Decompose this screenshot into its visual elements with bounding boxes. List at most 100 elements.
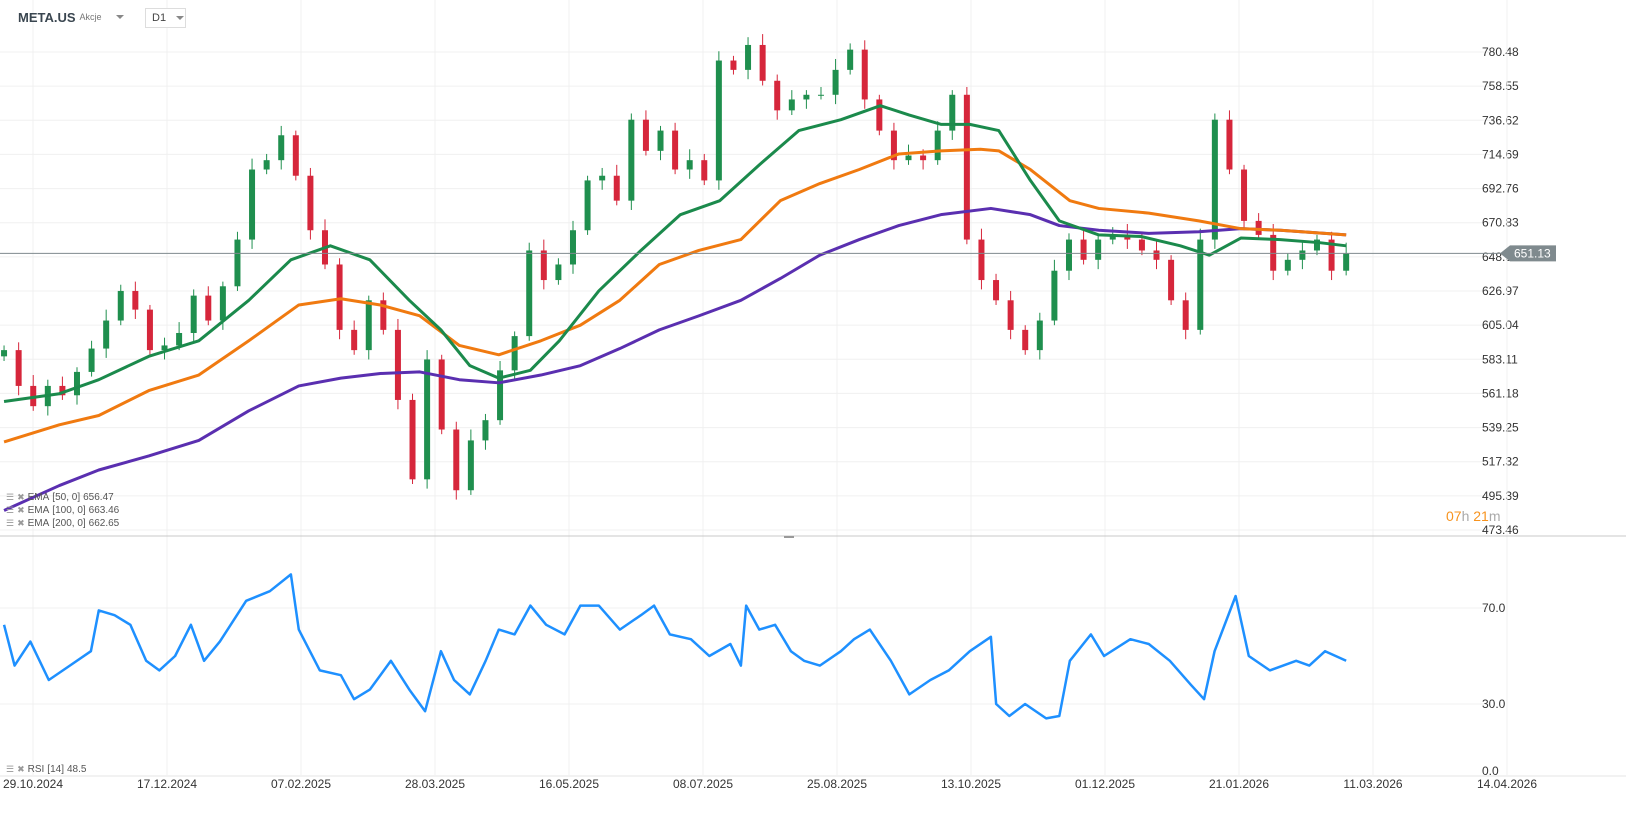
candle-up xyxy=(628,119,635,201)
candle-down xyxy=(1182,300,1189,330)
candle-up xyxy=(745,44,752,70)
candle-up xyxy=(584,180,591,231)
candle-up xyxy=(832,69,839,95)
price-tick-label: 780.48 xyxy=(1482,45,1519,59)
candle-down xyxy=(890,130,897,161)
close-icon[interactable]: ✖ xyxy=(17,518,25,528)
candle-down xyxy=(1153,250,1160,260)
candle-up xyxy=(847,49,854,70)
candle-up xyxy=(788,99,795,111)
close-icon[interactable]: ✖ xyxy=(17,492,25,502)
date-tick-label: 16.05.2025 xyxy=(539,777,599,791)
candle-up xyxy=(1109,234,1116,240)
candle-down xyxy=(613,175,620,201)
candle-down xyxy=(15,350,22,386)
date-tick-label: 25.08.2025 xyxy=(807,777,867,791)
settings-icon[interactable]: ☰ xyxy=(6,505,15,515)
candle-up xyxy=(599,175,606,181)
date-tick-label: 28.03.2025 xyxy=(405,777,465,791)
price-tick-label: 670.83 xyxy=(1482,216,1519,230)
legend-label: EMA xyxy=(27,505,50,516)
candle-down xyxy=(1138,239,1145,251)
candle-down xyxy=(920,155,927,161)
chevron-down-icon xyxy=(115,15,124,19)
date-tick-label: 14.04.2026 xyxy=(1477,777,1537,791)
candle-down xyxy=(1080,239,1087,260)
date-tick-label: 11.03.2026 xyxy=(1343,777,1402,791)
candle-up xyxy=(467,440,474,491)
candle-up xyxy=(1343,253,1350,271)
candle-down xyxy=(876,99,883,131)
candle-up xyxy=(934,130,941,161)
candle-up xyxy=(1211,119,1218,240)
candle-up xyxy=(234,239,241,287)
candle-up xyxy=(161,345,168,351)
candle-down xyxy=(540,250,547,281)
candle-up xyxy=(1197,239,1204,330)
current-price-tag xyxy=(1500,245,1556,262)
candle-up xyxy=(1051,270,1058,321)
legend-params: [200, 0] xyxy=(52,518,86,529)
date-tick-label: 21.01.2026 xyxy=(1209,777,1269,791)
settings-icon[interactable]: ☰ xyxy=(6,764,15,774)
legend-ema50[interactable]: ☰ ✖ EMA [50, 0] 656.47 xyxy=(6,492,114,503)
candle-down xyxy=(132,290,139,310)
candle-up xyxy=(569,230,576,265)
legend-label: RSI xyxy=(27,764,45,775)
legend-value: 656.47 xyxy=(83,492,114,503)
price-tick-label: 495.39 xyxy=(1482,489,1519,503)
date-tick-label: 07.02.2025 xyxy=(271,777,331,791)
candle-down xyxy=(642,119,649,151)
legend-rsi[interactable]: ☰ ✖ RSI [14] 48.5 xyxy=(6,764,86,775)
symbol-selector[interactable]: META.US Akcje xyxy=(18,8,124,26)
candle-down xyxy=(672,130,679,170)
candle-up xyxy=(657,130,664,151)
candle-down xyxy=(1241,169,1248,221)
candle-down xyxy=(394,329,401,400)
price-tick-label: 758.55 xyxy=(1482,79,1519,93)
candle-up xyxy=(88,348,95,372)
candle-down xyxy=(205,295,212,321)
date-tick-label: 17.12.2024 xyxy=(137,777,197,791)
rsi-line xyxy=(2,573,1347,720)
settings-icon[interactable]: ☰ xyxy=(6,518,15,528)
candle-up xyxy=(482,420,489,441)
candle-down xyxy=(438,359,445,430)
settings-icon[interactable]: ☰ xyxy=(6,492,15,502)
timeframe-select[interactable]: D1 xyxy=(145,8,186,28)
close-icon[interactable]: ✖ xyxy=(17,505,25,515)
candle-down xyxy=(1007,300,1014,330)
candle-down xyxy=(292,135,299,176)
candle-down xyxy=(59,385,66,396)
candle-down xyxy=(307,175,314,231)
pane-resize-handle[interactable] xyxy=(784,536,794,538)
legend-params: [100, 0] xyxy=(52,505,86,516)
price-tick-label: 473.46 xyxy=(1482,523,1519,537)
price-tick-label: 517.32 xyxy=(1482,455,1519,469)
close-icon[interactable]: ✖ xyxy=(17,764,25,774)
candle-down xyxy=(993,280,1000,301)
candle-up xyxy=(278,135,285,161)
candle-up xyxy=(1095,239,1102,260)
candle-down xyxy=(1022,329,1029,351)
candle-up xyxy=(73,371,80,396)
price-tick-label: 736.62 xyxy=(1482,113,1519,127)
legend-ema100[interactable]: ☰ ✖ EMA [100, 0] 663.46 xyxy=(6,505,119,516)
symbol-name: META.US xyxy=(18,9,76,25)
candle-up xyxy=(190,295,197,333)
candle-up xyxy=(1284,259,1291,271)
candle-down xyxy=(730,60,737,70)
candle-down xyxy=(774,80,781,111)
candle-up xyxy=(219,286,226,321)
legend-params: [14] xyxy=(47,764,64,775)
candle-down xyxy=(1270,234,1277,271)
candle-down xyxy=(380,300,387,330)
date-tick-label: 29.10.2024 xyxy=(3,777,63,791)
rsi-tick-label: 30.0 xyxy=(1482,697,1506,711)
candle-up xyxy=(511,336,518,371)
candle-up xyxy=(263,160,270,170)
candle-up xyxy=(1,350,8,357)
legend-ema200[interactable]: ☰ ✖ EMA [200, 0] 662.65 xyxy=(6,518,119,529)
legend-params: [50, 0] xyxy=(52,492,81,503)
